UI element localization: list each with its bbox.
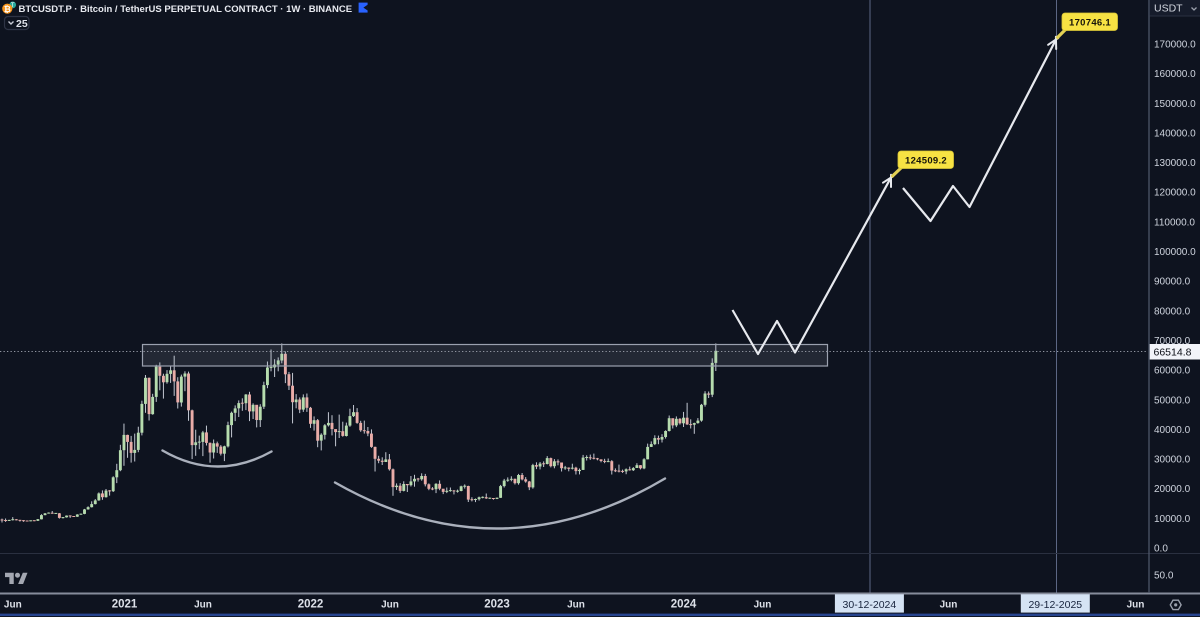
svg-text:30000.0: 30000.0 — [1154, 455, 1191, 466]
svg-text:Jun: Jun — [940, 600, 958, 611]
svg-text:Jun: Jun — [1127, 600, 1145, 611]
svg-text:25: 25 — [16, 18, 28, 30]
svg-text:110000.0: 110000.0 — [1154, 217, 1195, 228]
svg-text:50.0: 50.0 — [1154, 571, 1174, 582]
svg-text:120000.0: 120000.0 — [1154, 188, 1196, 199]
svg-text:90000.0: 90000.0 — [1154, 277, 1191, 288]
svg-text:2022: 2022 — [298, 599, 324, 611]
svg-text:124509.2: 124509.2 — [905, 156, 947, 167]
svg-text:160000.0: 160000.0 — [1154, 69, 1196, 80]
svg-text:2024: 2024 — [671, 599, 697, 611]
svg-text:10000.0: 10000.0 — [1154, 514, 1191, 525]
svg-text:Jun: Jun — [381, 600, 399, 611]
svg-text:BTCUSDT.P · Bitcoin / TetherUS: BTCUSDT.P · Bitcoin / TetherUS PERPETUAL… — [19, 4, 353, 15]
svg-text:2021: 2021 — [112, 599, 138, 611]
svg-text:Jun: Jun — [567, 600, 585, 611]
svg-text:Jun: Jun — [4, 600, 22, 611]
svg-text:0.0: 0.0 — [1154, 544, 1168, 555]
svg-text:60000.0: 60000.0 — [1154, 366, 1191, 377]
svg-text:40000.0: 40000.0 — [1154, 425, 1191, 436]
svg-text:130000.0: 130000.0 — [1154, 158, 1196, 169]
svg-text:140000.0: 140000.0 — [1154, 128, 1196, 139]
svg-text:70000.0: 70000.0 — [1154, 336, 1191, 347]
svg-text:2023: 2023 — [484, 599, 510, 611]
svg-text:29-12-2025: 29-12-2025 — [1028, 599, 1082, 611]
svg-text:150000.0: 150000.0 — [1154, 99, 1196, 110]
svg-text:170746.1: 170746.1 — [1069, 18, 1111, 29]
svg-text:USDT: USDT — [1154, 3, 1183, 15]
svg-text:Jun: Jun — [754, 600, 772, 611]
svg-text:30-12-2024: 30-12-2024 — [843, 599, 897, 611]
svg-text:T: T — [11, 3, 15, 9]
svg-text:50000.0: 50000.0 — [1154, 395, 1191, 406]
svg-text:170000.0: 170000.0 — [1154, 40, 1196, 51]
svg-text:20000.0: 20000.0 — [1154, 484, 1191, 495]
svg-text:66514.8: 66514.8 — [1154, 347, 1192, 359]
svg-text:80000.0: 80000.0 — [1154, 306, 1191, 317]
svg-text:₿: ₿ — [4, 4, 11, 14]
svg-text:100000.0: 100000.0 — [1154, 247, 1196, 258]
svg-text:Jun: Jun — [194, 600, 212, 611]
